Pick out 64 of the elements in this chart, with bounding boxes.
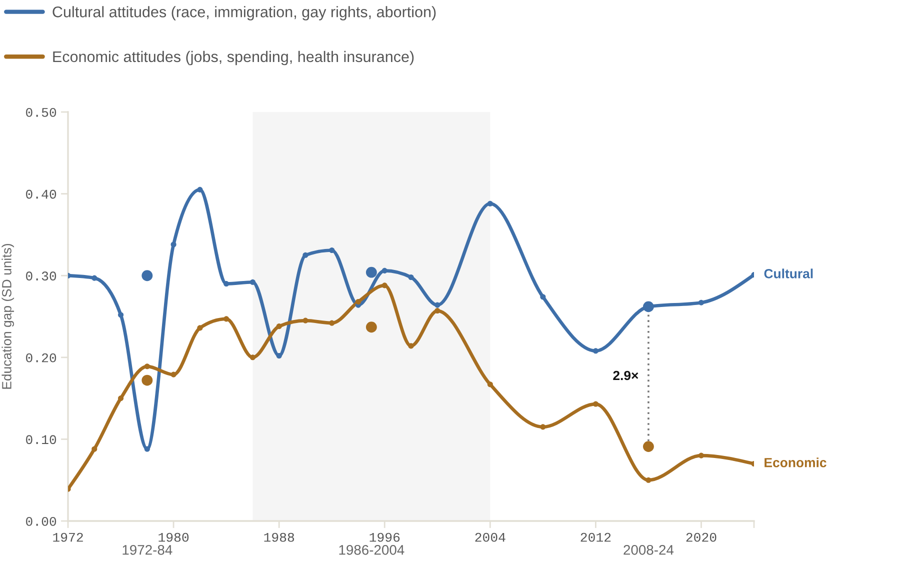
point [366, 322, 377, 333]
point [355, 299, 362, 305]
legend-label: Cultural attitudes (race, immigration, gay rights, abortion) [52, 6, 436, 20]
point [408, 274, 414, 280]
point [197, 186, 203, 192]
x-tick-label: 1996 [370, 532, 400, 542]
point [646, 477, 652, 483]
text: 2008-24 [624, 544, 674, 555]
point [329, 247, 335, 254]
point [170, 242, 176, 248]
point [642, 441, 654, 452]
point [592, 348, 598, 354]
point [487, 382, 493, 388]
point [540, 424, 546, 430]
point [224, 316, 230, 322]
y-tick-label: 0.30 [26, 272, 56, 281]
point [170, 372, 176, 378]
point [302, 318, 308, 324]
point [118, 312, 124, 318]
x-tick-label: 2012 [580, 532, 611, 542]
y-tick-label: 0.00 [26, 516, 56, 526]
point [250, 279, 256, 285]
point [434, 308, 440, 314]
x-tick-label: 1988 [264, 532, 294, 542]
x-tick-label: 2004 [475, 532, 506, 542]
x-tick-label: 1972 [53, 532, 83, 542]
band-label: 1986-2004 [339, 544, 404, 555]
point [366, 266, 377, 278]
point [276, 324, 282, 330]
point [92, 446, 98, 452]
point [302, 252, 308, 258]
x-tick-label: 2020 [686, 532, 716, 542]
annotation: 2.9× [613, 370, 638, 380]
point [142, 270, 153, 282]
annotation: Cultural [764, 268, 813, 278]
y-tick-label: 0.50 [26, 108, 56, 117]
point [144, 364, 150, 370]
point [698, 300, 704, 306]
point [434, 302, 440, 308]
text: 1972-84 [122, 544, 172, 555]
point [408, 343, 414, 349]
point [276, 352, 282, 359]
legend-label: Economic attitudes (jobs, spending, health insurance) [53, 50, 414, 66]
x-tick-label: 1980 [158, 532, 189, 542]
point [144, 446, 150, 452]
annotation: Economic [764, 458, 826, 468]
point [382, 268, 388, 274]
point [487, 200, 493, 206]
point [250, 354, 256, 360]
point [592, 401, 598, 407]
point [92, 275, 98, 281]
point [329, 320, 335, 326]
point [142, 374, 153, 386]
point [642, 301, 654, 312]
point [540, 294, 546, 300]
point [224, 281, 230, 287]
line-series [68, 186, 754, 452]
point [197, 325, 203, 331]
point [118, 396, 124, 402]
y-tick-label: 0.40 [26, 190, 56, 199]
y-tick-label: 0.10 [26, 435, 56, 444]
y-tick-label: 0.20 [26, 353, 56, 362]
y-axis-title: Education gap (SD units) [2, 244, 14, 389]
point [382, 282, 388, 288]
